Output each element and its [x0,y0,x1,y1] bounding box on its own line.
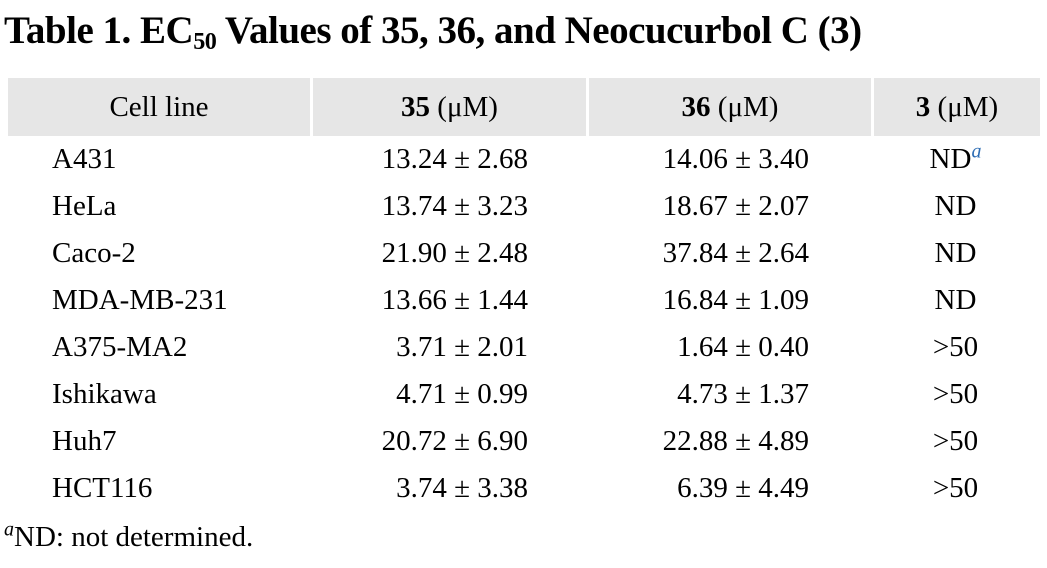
ec50-3-value: ND [934,284,977,317]
header-compound-3-unit: (μM) [930,91,999,124]
cell-line-value: Huh7 [52,425,117,458]
cell-line-value: Ishikawa [52,378,157,411]
cell-line-value: HCT116 [52,472,153,505]
ec50-36-value: 37.84 ± 2.64 [662,237,809,270]
ec50-3-value: NDa [871,136,1040,183]
ec50-35-value: 20.72 ± 6.90 [381,425,528,458]
ec50-3-value: >50 [932,378,979,411]
ec50-3-value: ND [934,237,977,270]
ec50-35-value: 13.24 ± 2.68 [381,143,528,176]
table-title: Table 1. EC50 Values of 35, 36, and Neoc… [0,0,1047,56]
table-title-prefix: Table 1. EC [4,9,194,52]
ec50-36-value: 14.06 ± 3.40 [662,143,809,176]
ec50-36-value: 1.64 ± 0.40 [677,331,809,364]
ec50-35-value: 13.66 ± 1.44 [381,284,528,317]
table-row: Ishikawa 4.71 ± 0.99 4.73 ± 1.37 >50 [8,371,1040,418]
ec50-36-value: 22.88 ± 4.89 [662,425,809,458]
header-cell-line: Cell line [8,78,310,137]
cell-line-value: A431 [52,143,117,176]
header-compound-35-unit: (μM) [430,91,498,124]
header-compound-3-number: 3 [915,91,931,124]
header-compound-36-number: 36 [681,91,711,124]
cell-line-value: A375-MA2 [52,331,188,364]
header-compound-36-unit: (μM) [710,91,779,124]
ec50-3-value: >50 [932,425,979,458]
ec50-35-value: 3.74 ± 3.38 [396,472,528,505]
table-row: A375-MA2 3.71 ± 2.01 1.64 ± 0.40 >50 [8,324,1040,371]
ec50-36-value: 4.73 ± 1.37 [677,378,809,411]
ec50-36-value: 6.39 ± 4.49 [677,472,809,505]
table-row: HCT116 3.74 ± 3.38 6.39 ± 4.49 >50 [8,465,1040,512]
footnote-ref-a: a [971,140,982,163]
ec50-36-value: 16.84 ± 1.09 [662,284,809,317]
table-row: MDA-MB-231 13.66 ± 1.44 16.84 ± 1.09 ND [8,277,1040,324]
header-compound-35: 35 (μM) [310,78,586,137]
table-row: Huh7 20.72 ± 6.90 22.88 ± 4.89 >50 [8,418,1040,465]
ec50-3-value: ND [934,190,977,223]
cell-line-value: Caco-2 [52,237,136,270]
table-title-subscript-50: 50 [193,28,217,56]
table-row: A431 13.24 ± 2.68 14.06 ± 3.40 NDa [8,136,1040,183]
footnote-text: ND: not determined. [14,521,254,554]
footnote-marker: a [4,518,14,541]
table-header-row: Cell line 35 (μM) 36 (μM) 3 (μM) [8,78,1040,137]
ec50-3-value: >50 [932,331,979,364]
ec50-3-value: >50 [932,472,979,505]
table-row: HeLa 13.74 ± 3.23 18.67 ± 2.07 ND [8,183,1040,230]
cell-line-value: HeLa [52,190,117,223]
header-compound-35-number: 35 [401,91,431,124]
cell-line-value: MDA-MB-231 [52,284,228,317]
table-title-suffix: Values of 35, 36, and Neocucurbol C (3) [216,9,862,52]
ec50-36-value: 18.67 ± 2.07 [662,190,809,223]
header-compound-36: 36 (μM) [586,78,871,137]
header-compound-3: 3 (μM) [871,78,1040,137]
ec50-35-value: 13.74 ± 3.23 [381,190,528,223]
nd-value: ND [929,143,972,176]
ec50-35-value: 4.71 ± 0.99 [396,378,528,411]
table-footnote: aND: not determined. [4,518,1047,554]
table-row: Caco-2 21.90 ± 2.48 37.84 ± 2.64 ND [8,230,1040,277]
ec50-table: Cell line 35 (μM) 36 (μM) 3 (μM) A431 13… [8,78,1040,512]
ec50-35-value: 21.90 ± 2.48 [381,237,528,270]
ec50-35-value: 3.71 ± 2.01 [396,331,528,364]
